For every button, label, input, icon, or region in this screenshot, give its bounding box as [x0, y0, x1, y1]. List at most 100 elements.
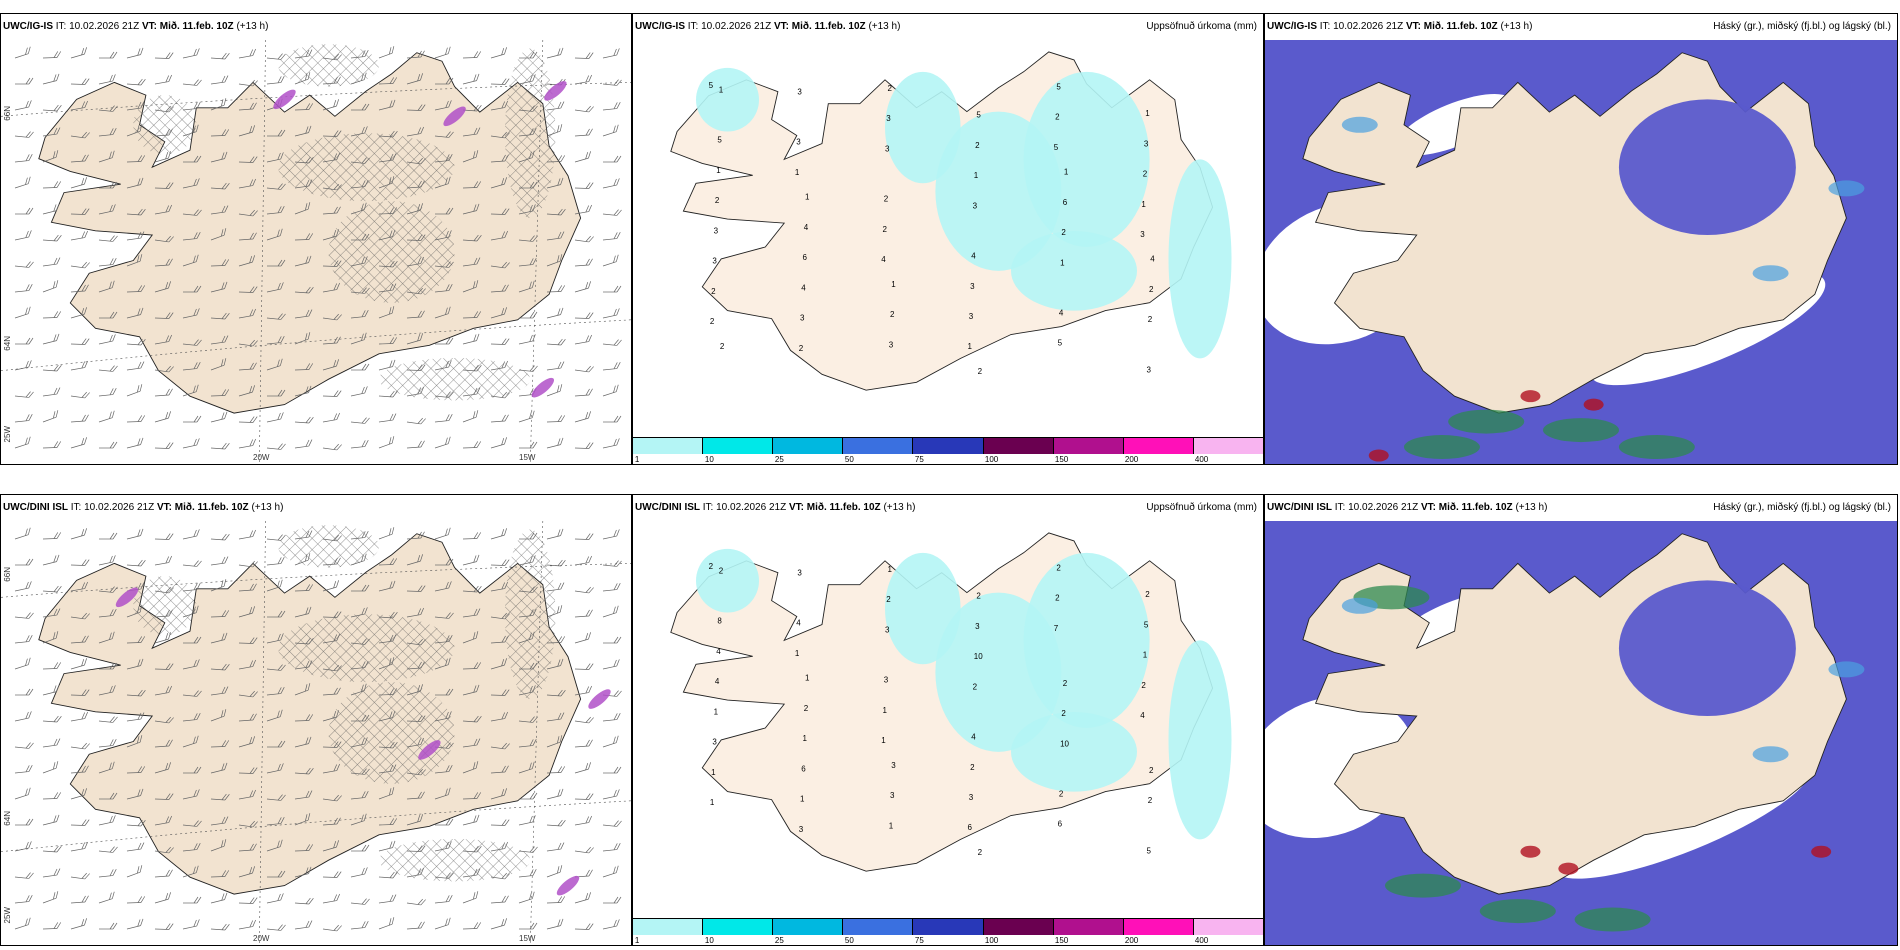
wind-barb [294, 179, 313, 189]
wind-barb [42, 792, 62, 800]
wind-barb [70, 635, 89, 644]
wind-barb [602, 529, 620, 540]
wind-barb [602, 919, 620, 930]
precip-value-label: 2 [1143, 170, 1148, 179]
wind-barb [210, 709, 227, 722]
wind-barb [154, 923, 174, 930]
wind-barb [490, 689, 510, 696]
wind-barb [518, 74, 536, 85]
wind-barb [182, 209, 202, 216]
wind-barb [490, 47, 507, 59]
precip-value-label: 5 [1058, 339, 1063, 348]
wind-barb [602, 308, 620, 319]
wind-barb [294, 660, 313, 670]
shear-hatch-area [278, 133, 455, 202]
wind-barb [462, 51, 482, 59]
wind-barb [602, 254, 619, 267]
wind-barb [350, 638, 370, 645]
wind-barb [70, 689, 90, 696]
precip-value-label: 3 [970, 282, 975, 291]
wind-barb [546, 735, 563, 748]
wind-barb [267, 259, 286, 267]
lon-label-15w: 15W [519, 934, 536, 943]
low-cloud-patch [1574, 907, 1651, 932]
wind-barb [519, 532, 538, 540]
wind-barb [322, 557, 341, 566]
precip-value-label: 4 [1059, 308, 1064, 317]
wind-barb [238, 48, 257, 59]
lead-time: (+13 h) [868, 21, 901, 32]
wind-barb [98, 891, 115, 904]
wind-barb [490, 658, 507, 670]
wind-barb [322, 336, 341, 345]
wind-barb [462, 280, 479, 293]
wind-barb [322, 633, 341, 644]
wind-barb [519, 51, 538, 59]
wind-barb [490, 230, 509, 241]
wind-barb [602, 735, 619, 748]
precip-value-label: 5 [976, 111, 981, 120]
shear-hatch-area [278, 614, 455, 683]
wind-barb [294, 637, 314, 645]
wind-barb [406, 310, 425, 319]
wind-barb [182, 659, 200, 670]
wind-barb [546, 865, 563, 878]
wind-barb [210, 892, 228, 904]
model-name: UWC/IG-IS [1267, 21, 1317, 32]
wind-barb [182, 820, 202, 827]
wind-barb [462, 234, 482, 242]
wind-barb [406, 417, 426, 425]
wind-barb [602, 209, 622, 216]
precip-value-label: 1 [795, 649, 800, 658]
precip-value-label: 4 [1150, 255, 1155, 264]
wind-barb [154, 334, 173, 345]
wind-barb [378, 634, 397, 644]
wind-barb [126, 918, 144, 930]
wind-barb [434, 787, 451, 800]
precip-value-label: 2 [978, 367, 983, 376]
wind-barb [266, 839, 283, 852]
wind-barb [351, 363, 370, 371]
wind-barb [70, 612, 90, 620]
colorbar-swatch [1123, 919, 1194, 935]
wind-barb [70, 711, 89, 722]
wind-barb [294, 530, 313, 540]
colorbar-swatch [913, 919, 984, 935]
wind-barb [322, 741, 342, 748]
wind-barb [406, 867, 425, 878]
precip-value-label: 3 [714, 226, 719, 235]
wind-barb [126, 605, 143, 618]
wind-barb [154, 105, 174, 113]
wind-barb [462, 554, 480, 566]
precip-value-label: 3 [975, 622, 980, 631]
model-name: UWC/IG-IS [3, 21, 53, 32]
wind-barb [42, 761, 59, 774]
wind-barb [350, 72, 367, 85]
wind-barb [154, 235, 174, 243]
valid-time: Mið. 11.feb. 10Z [1438, 502, 1513, 513]
colorbar-tick-label: 400 [1194, 455, 1209, 464]
wind-barb [126, 735, 143, 748]
wind-barb [14, 527, 31, 540]
wind-barb [602, 178, 620, 189]
wind-barb [434, 283, 453, 293]
wind-barb [574, 762, 591, 774]
wind-barb [210, 556, 229, 566]
wind-barb [99, 922, 118, 930]
wind-barb [98, 716, 118, 723]
precip-value-label: 1 [805, 193, 810, 202]
wind-barb [519, 441, 538, 449]
wind-barb [182, 79, 202, 86]
wind-barb [378, 359, 396, 371]
wind-barb [42, 631, 59, 644]
lon-label-20w: 20W [253, 934, 270, 943]
precip-value-label: 4 [804, 223, 809, 232]
precip-value-label: 1 [1145, 109, 1150, 118]
wind-barb [322, 53, 342, 61]
wind-barb [406, 234, 426, 241]
wind-barb [70, 391, 90, 399]
wind-barb [350, 790, 369, 800]
wind-barb [154, 685, 173, 696]
cloud-map-svg [1265, 40, 1897, 464]
wind-barb [435, 207, 454, 215]
